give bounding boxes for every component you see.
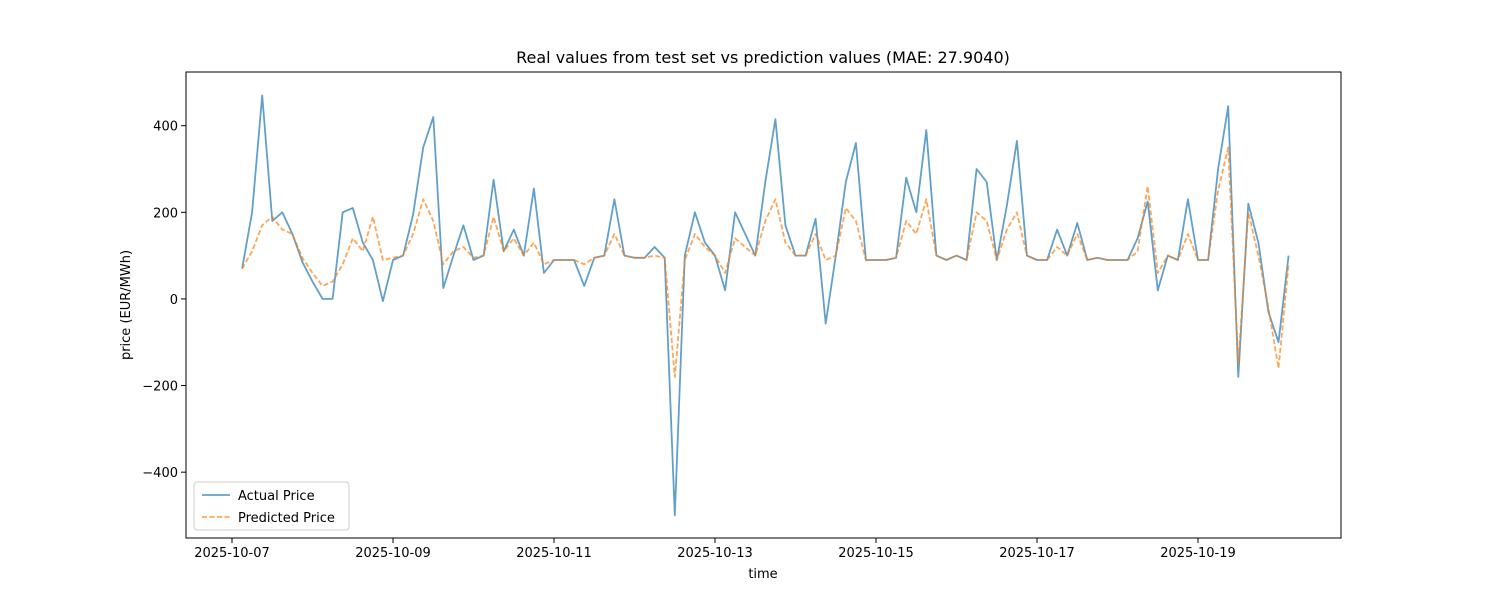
legend-label: Actual Price — [238, 489, 315, 504]
y-axis-label: price (EUR/MWh) — [119, 250, 134, 360]
chart-title: Real values from test set vs prediction … — [516, 48, 1010, 67]
y-tick-label: 0 — [170, 293, 178, 308]
x-tick-label: 2025-10-11 — [516, 546, 592, 561]
y-tick-label: 400 — [153, 120, 178, 135]
plot-frame — [185, 71, 1342, 539]
x-tick-label: 2025-10-07 — [194, 546, 270, 561]
legend-box — [193, 481, 350, 531]
y-tick-label: −200 — [142, 380, 178, 395]
x-axis-label: time — [748, 567, 777, 582]
x-tick-label: 2025-10-15 — [838, 546, 914, 561]
x-tick-label: 2025-10-19 — [1160, 546, 1236, 561]
series-line — [241, 94, 1290, 517]
x-tick-label: 2025-10-13 — [677, 546, 753, 561]
legend-label: Predicted Price — [238, 511, 335, 526]
y-tick-label: −400 — [142, 466, 178, 481]
x-tick-label: 2025-10-09 — [355, 546, 431, 561]
y-tick-label: 200 — [153, 206, 178, 221]
x-tick-label: 2025-10-17 — [999, 546, 1075, 561]
series-line — [241, 146, 1290, 378]
